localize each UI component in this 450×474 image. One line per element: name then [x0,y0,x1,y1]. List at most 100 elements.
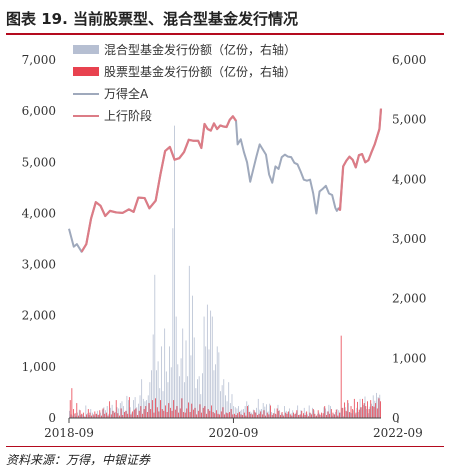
stock-bar [132,411,134,418]
mixed-bar [203,316,205,418]
upcycle-line [337,108,383,211]
stock-bar [160,400,161,418]
stock-bar [342,407,344,418]
mixed-bar [316,413,318,418]
stock-bar [76,403,78,418]
mixed-bar [70,414,72,418]
stock-bar [71,388,73,418]
mixed-bar [160,346,162,418]
legend-label: 万得全A [104,86,149,101]
mixed-bar [103,407,105,418]
stock-bar [155,398,157,418]
mixed-bar [165,371,167,418]
stock-bar [257,415,258,418]
mixed-bar [328,404,330,418]
mixed-bar [183,382,185,418]
stock-bar [355,412,357,418]
mixed-bar [303,407,305,418]
mixed-bar [312,407,313,418]
mixed-bar [295,412,297,418]
mixed-bar [351,413,353,418]
mixed-bar [271,412,272,418]
stock-bar [127,413,129,418]
stock-bar [189,412,191,418]
mixed-bar [110,407,111,418]
mixed-bar [335,412,336,418]
mixed-bar [206,304,208,418]
mixed-bar [372,395,374,418]
stock-bar [235,415,237,418]
mixed-bar [267,411,269,418]
title-rule [6,33,444,35]
stock-bar [325,415,327,418]
mixed-bar [231,394,233,418]
stock-bar [311,414,313,418]
stock-bar [147,412,148,418]
y-left-tick-label: 5,000 [22,155,56,169]
stock-bar [89,412,91,418]
mixed-bar [300,410,302,418]
stock-bar [166,412,168,418]
stock-bar [130,414,132,418]
stock-bar [145,406,147,418]
stock-bar [360,407,362,418]
mixed-bar [236,408,238,418]
mixed-bar [308,405,310,418]
stock-bar [212,412,214,418]
mixed-bar [82,414,83,418]
mixed-bar [134,397,136,418]
stock-bar [281,412,283,418]
mixed-bar [180,358,182,418]
stock-bar [299,414,301,418]
stock-bar [215,410,217,418]
mixed-bar [192,295,193,418]
stock-bar [271,415,273,418]
mixed-bar [133,400,134,418]
stock-bar [96,413,97,418]
mixed-bar [346,411,348,418]
mixed-bar [177,364,179,418]
stock-bar [214,413,216,418]
stock-bar [306,411,308,418]
mixed-bar [123,406,125,418]
stock-bar [263,410,265,418]
stock-bar [183,412,184,418]
mixed-bar [100,412,102,418]
stock-bar [86,414,88,418]
stock-bar [253,410,255,418]
mixed-bar [170,367,172,418]
mixed-bar [266,404,267,418]
stock-bar [330,409,332,418]
mixed-bar [69,410,70,418]
mixed-bar [269,403,271,418]
mixed-bar [262,403,264,418]
stock-bar [284,412,286,418]
mixed-bar [121,401,123,418]
stock-bar [229,412,230,418]
stock-bar [291,415,293,418]
stock-bar [112,410,114,418]
mixed-bar [371,403,372,418]
stock-bar [181,398,183,418]
mixed-bar [90,409,92,418]
mixed-bar [259,409,261,418]
stock-bar [298,415,299,418]
mixed-bar [75,416,77,418]
mixed-bar [367,413,369,418]
stock-bar [201,412,202,418]
stock-bar [199,404,201,418]
mixed-bar [72,415,74,418]
mixed-bar [141,379,143,418]
mixed-bar [111,404,113,418]
stock-bar [169,407,171,418]
mixed-bar [108,413,110,418]
stock-bar [178,412,179,418]
mixed-bar [216,346,218,418]
y-right-tick-label: 6,000 [392,53,426,67]
stock-bar [303,413,304,418]
stock-bar [110,414,112,418]
mixed-fund-bars [69,125,381,418]
mixed-bar [156,370,157,418]
stock-bar [222,407,224,418]
stock-bar [368,409,370,418]
